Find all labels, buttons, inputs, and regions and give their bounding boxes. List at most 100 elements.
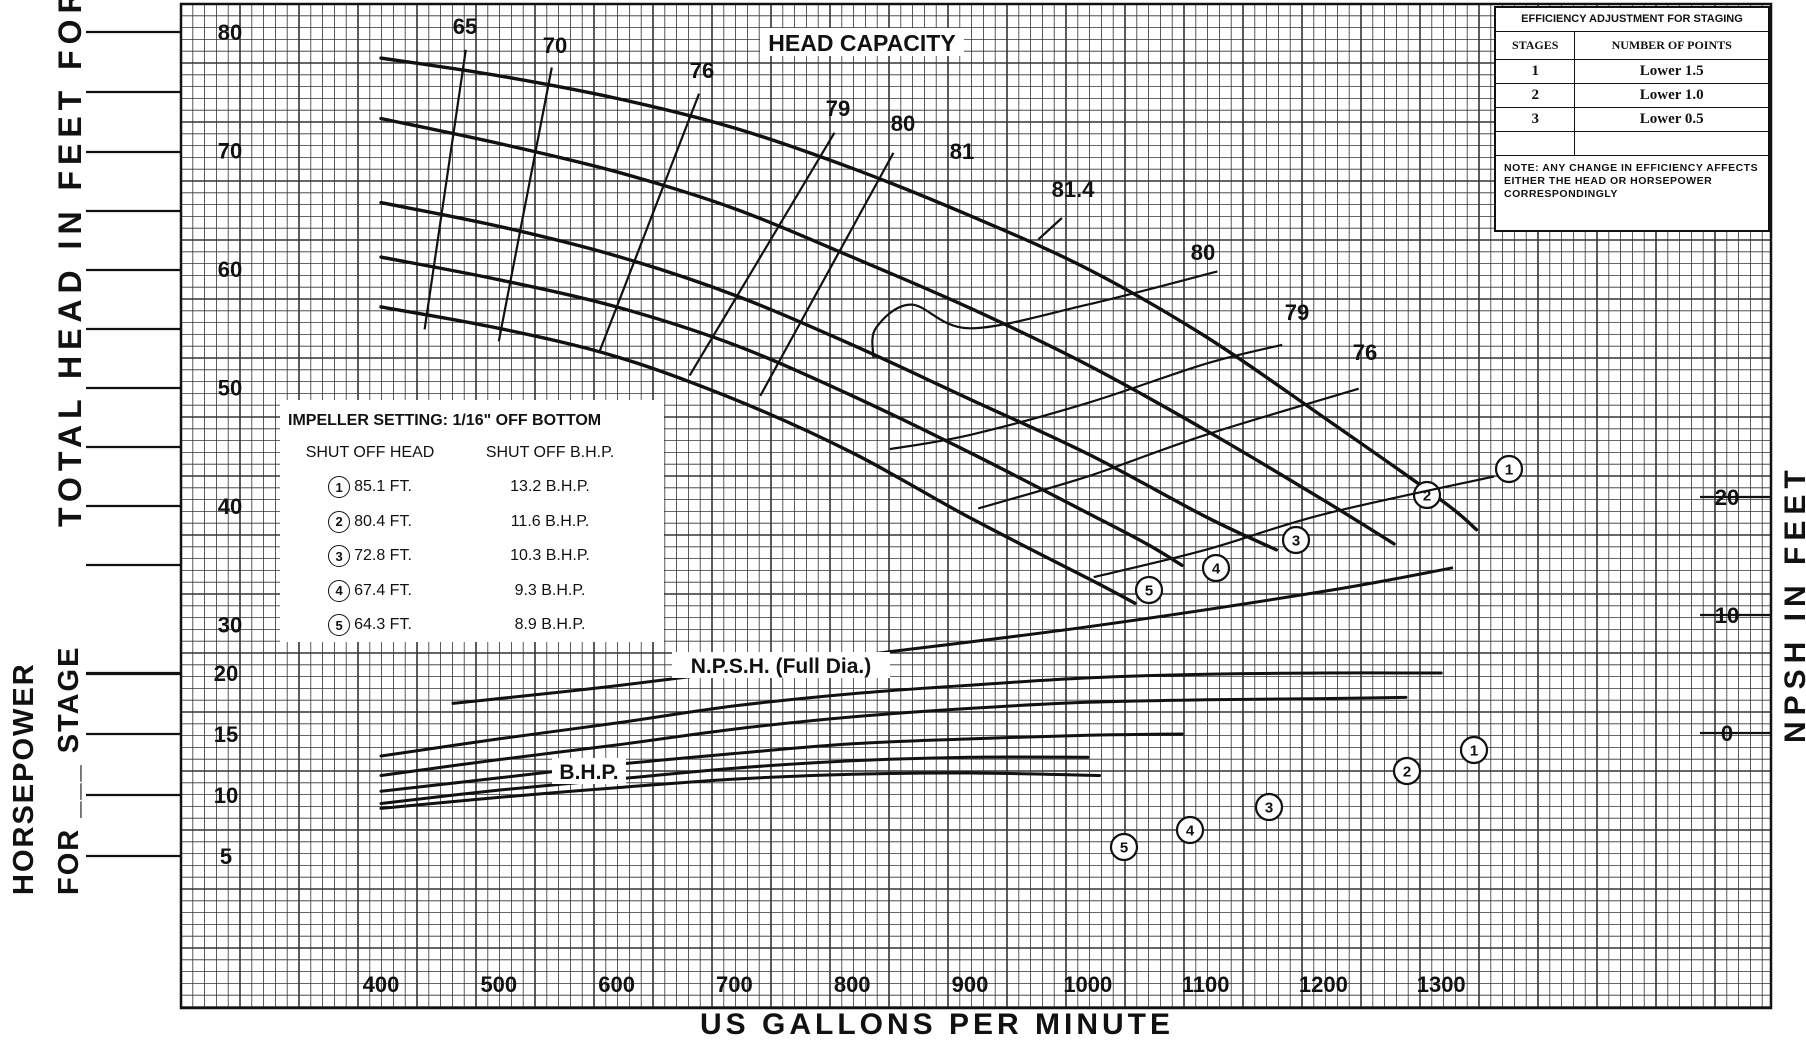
x-tick-label: 1200 [1299, 972, 1348, 997]
efficiency-curve [688, 132, 836, 377]
head-curve-2 [379, 116, 1396, 546]
curve-number-badge: 3 [328, 545, 351, 568]
head-axis-label: TOTAL HEAD IN FEET FOR ___ STAGE [52, 0, 88, 527]
bhp-curve-4 [379, 755, 1090, 805]
efficiency-curves: 65 70 76 79 80 81 81.4 80 79 76 [423, 14, 1495, 579]
table-row [1496, 131, 1768, 156]
head-curve-3 [379, 200, 1278, 552]
points-cell: Lower 1.5 [1574, 59, 1768, 84]
efficiency-label: 80 [1191, 240, 1215, 265]
x-tick-label: 800 [834, 972, 871, 997]
bhp-curve-3 [379, 732, 1184, 793]
impeller-title: IMPELLER SETTING: 1/16" OFF BOTTOM [288, 412, 602, 429]
head-tick-label: 70 [218, 139, 242, 164]
curve-number-circle [1254, 792, 1284, 822]
table-row: 1 Lower 1.5 [1496, 59, 1768, 84]
head-capacity-curves: 1 2 3 4 5 [379, 56, 1524, 605]
shutoff-head-value: 64.3 FT. [354, 616, 412, 634]
x-tick-label: 1300 [1417, 972, 1466, 997]
shutoff-bhp-value: 9.3 B.H.P. [514, 581, 586, 599]
curve-number-label: 2 [1423, 488, 1431, 505]
curve-number-label: 5 [1120, 840, 1128, 857]
table-row: 3 Lower 0.5 [1496, 107, 1768, 132]
curve-number-label: 1 [1470, 743, 1478, 760]
npsh-curve [451, 566, 1454, 705]
x-tick-label: 1000 [1063, 972, 1112, 997]
efficiency-curve [1093, 475, 1495, 579]
efficiency-curve [977, 387, 1360, 510]
shutoff-bhp-value: 8.9 B.H.P. [514, 616, 586, 634]
bhp-tick-label: 20 [214, 661, 238, 686]
curve-number-badge: 1 [328, 476, 351, 499]
efficiency-label: 76 [1353, 340, 1377, 365]
curve-number-circle [1392, 756, 1422, 786]
chart-labels: HEAD CAPACITY N.P.S.H. (Full Dia.) B.H.P. [552, 28, 964, 784]
efficiency-curve [597, 93, 701, 354]
shutoff-head-value: 67.4 FT. [354, 581, 412, 599]
npsh-line [451, 566, 1454, 705]
points-cell [1574, 131, 1768, 156]
bhp-tick-label: 15 [214, 722, 238, 747]
head-curve-4 [379, 255, 1184, 567]
npsh-axis-label: NPSH IN FEET [1779, 464, 1806, 743]
bhp-curve-5 [379, 771, 1102, 810]
stages-cell: 1 [1496, 59, 1575, 84]
npsh-title: N.P.S.H. (Full Dia.) [691, 655, 871, 678]
bhp-curve-2 [379, 695, 1408, 777]
x-axis-label: US GALLONS PER MINUTE [700, 1008, 1175, 1041]
shutoff-head-value: 72.8 FT. [354, 547, 412, 565]
head-curve-5 [379, 305, 1137, 605]
curve-number-badge: 5 [328, 614, 351, 637]
curve-number-label: 4 [1212, 561, 1221, 578]
efficiency-label: 81.4 [1052, 177, 1096, 202]
efficiency-label: 65 [453, 14, 477, 39]
table-row: 5 64.3 FT. 8.9 B.H.P. [280, 608, 664, 643]
efficiency-curve [889, 343, 1283, 451]
efficiency-col-points: NUMBER OF POINTS [1574, 32, 1768, 60]
x-tick-label: 400 [363, 972, 400, 997]
curve-number-circle [1134, 575, 1164, 605]
bhp-axis-label-line2: FOR ___ STAGE [53, 645, 85, 895]
x-tick-label: 500 [480, 972, 517, 997]
shutoff-head-value: 80.4 FT. [354, 512, 412, 530]
bhp-tick-label: 5 [220, 844, 232, 869]
points-cell: Lower 0.5 [1574, 107, 1768, 132]
head-tick-label: 50 [218, 376, 242, 401]
curve-number-label: 1 [1505, 462, 1513, 479]
curve-number-label: 4 [1186, 823, 1195, 840]
curve-number-circle [1459, 735, 1489, 765]
x-tick-label: 900 [952, 972, 989, 997]
efficiency-note: NOTE: ANY CHANGE IN EFFICIENCY AFFECTS E… [1504, 162, 1759, 200]
efficiency-table-grid: STAGES NUMBER OF POINTS 1 Lower 1.5 2 Lo… [1496, 32, 1768, 156]
efficiency-label: 81 [950, 139, 974, 164]
efficiency-curve [1037, 217, 1063, 241]
npsh-title-bg [672, 652, 890, 678]
stages-cell: 2 [1496, 83, 1575, 108]
bhp-curves: 1 2 3 4 5 [379, 671, 1489, 862]
efficiency-table-title: EFFICIENCY ADJUSTMENT FOR STAGING [1496, 8, 1768, 32]
efficiency-label: 70 [543, 33, 567, 58]
x-tick-label: 1100 [1182, 972, 1230, 997]
curve-number-circle [1494, 454, 1524, 484]
efficiency-label: 80 [891, 111, 915, 136]
curve-number-label: 5 [1145, 583, 1153, 600]
points-cell: Lower 1.0 [1574, 83, 1768, 108]
efficiency-label: 79 [826, 96, 850, 121]
efficiency-curve [423, 49, 467, 330]
bhp-curve-1 [379, 671, 1443, 758]
curve-number-circle [1201, 553, 1231, 583]
efficiency-label: 79 [1285, 300, 1309, 325]
curve-number-label: 2 [1403, 764, 1411, 781]
bhp-tick-label: 10 [214, 783, 238, 808]
x-tick-label: 600 [598, 972, 635, 997]
table-row: 4 67.4 FT. 9.3 B.H.P. [280, 574, 664, 609]
curve-number-circle [1109, 832, 1139, 862]
head-curve-1 [379, 56, 1479, 532]
curve-number-label: 3 [1265, 800, 1273, 817]
table-row: 1 85.1 FT. 13.2 B.H.P. [280, 470, 664, 505]
head-capacity-title-bg [760, 28, 964, 56]
stages-cell: 3 [1496, 107, 1575, 132]
stages-cell [1496, 131, 1575, 156]
efficiency-curve [497, 67, 553, 342]
bhp-title: B.H.P. [559, 761, 618, 784]
